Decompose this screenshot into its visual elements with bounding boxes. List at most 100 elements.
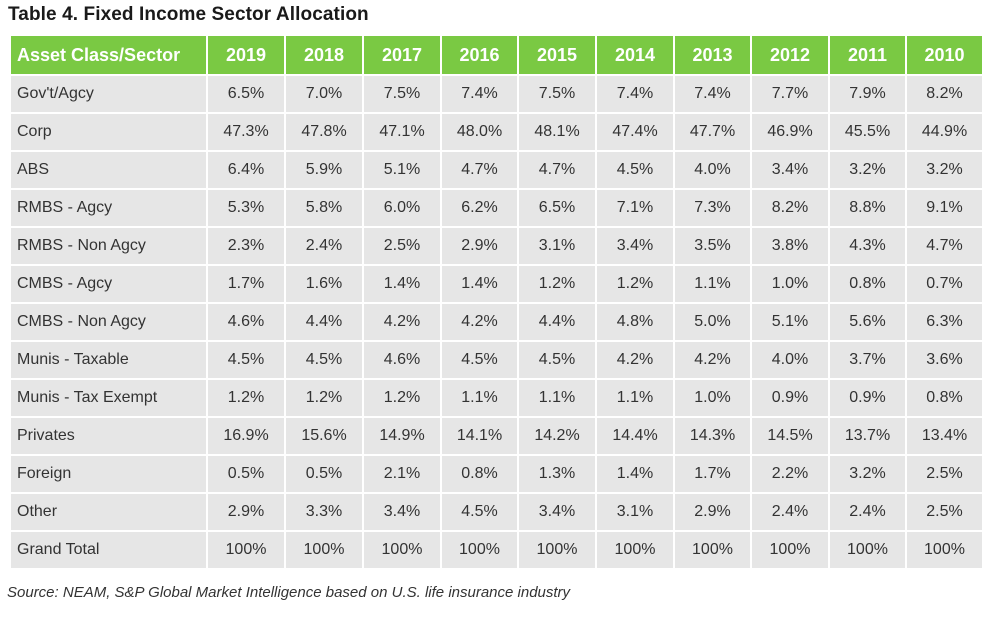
- table-title: Table 4. Fixed Income Sector Allocation: [8, 4, 369, 25]
- value-cell: 9.1%: [905, 188, 984, 228]
- value-cell: 100%: [440, 530, 519, 570]
- value-cell: 45.5%: [828, 112, 907, 152]
- row-label: Munis - Taxable: [9, 340, 208, 380]
- value-cell: 100%: [517, 530, 597, 570]
- row-label: ABS: [9, 150, 208, 190]
- table-row: Gov't/Agcy 6.5% 7.0% 7.5% 7.4% 7.5% 7.4% 7.4% 7.…: [9, 74, 984, 114]
- value-cell: 0.5%: [284, 454, 364, 494]
- value-cell: 4.8%: [595, 302, 675, 342]
- value-cell: 4.6%: [362, 340, 442, 380]
- value-cell: 1.4%: [595, 454, 675, 494]
- allocation-table: Asset Class/Sector 2019 2018 2017 2016 2015 20…: [9, 34, 984, 570]
- value-cell: 3.2%: [828, 150, 907, 190]
- column-header-year: 2018: [284, 34, 364, 76]
- row-label: Grand Total: [9, 530, 208, 570]
- value-cell: 1.2%: [595, 264, 675, 304]
- value-cell: 100%: [905, 530, 984, 570]
- value-cell: 4.5%: [440, 340, 519, 380]
- value-cell: 0.8%: [440, 454, 519, 494]
- value-cell: 4.3%: [828, 226, 907, 266]
- table-row: Privates 16.9% 15.6% 14.9% 14.1% 14.2% 14.4% 14…: [9, 416, 984, 456]
- value-cell: 1.7%: [673, 454, 752, 494]
- value-cell: 100%: [206, 530, 286, 570]
- table-row: ABS 6.4% 5.9% 5.1% 4.7% 4.7% 4.5% 4.0% 3.4% 3.2% 3…: [9, 150, 984, 190]
- value-cell: 100%: [595, 530, 675, 570]
- value-cell: 4.6%: [206, 302, 286, 342]
- value-cell: 3.4%: [750, 150, 830, 190]
- value-cell: 47.1%: [362, 112, 442, 152]
- value-cell: 14.1%: [440, 416, 519, 456]
- value-cell: 2.3%: [206, 226, 286, 266]
- value-cell: 6.5%: [517, 188, 597, 228]
- table-row: Foreign 0.5% 0.5% 2.1% 0.8% 1.3% 1.4% 1.7% 2.2% 3…: [9, 454, 984, 494]
- value-cell: 5.1%: [362, 150, 442, 190]
- header-row: Asset Class/Sector 2019 2018 2017 2016 2015 20…: [9, 34, 984, 76]
- value-cell: 2.5%: [905, 492, 984, 532]
- value-cell: 3.4%: [517, 492, 597, 532]
- value-cell: 2.4%: [828, 492, 907, 532]
- value-cell: 7.1%: [595, 188, 675, 228]
- row-label: CMBS - Agcy: [9, 264, 208, 304]
- value-cell: 2.4%: [750, 492, 830, 532]
- value-cell: 8.2%: [905, 74, 984, 114]
- table-row: Munis - Taxable 4.5% 4.5% 4.6% 4.5% 4.5% 4.2% 4…: [9, 340, 984, 380]
- value-cell: 6.5%: [206, 74, 286, 114]
- value-cell: 0.5%: [206, 454, 286, 494]
- value-cell: 7.9%: [828, 74, 907, 114]
- value-cell: 14.5%: [750, 416, 830, 456]
- table-row: Other 2.9% 3.3% 3.4% 4.5% 3.4% 3.1% 2.9% 2.4% 2.4…: [9, 492, 984, 532]
- value-cell: 6.4%: [206, 150, 286, 190]
- value-cell: 7.4%: [673, 74, 752, 114]
- value-cell: 3.5%: [673, 226, 752, 266]
- value-cell: 3.2%: [905, 150, 984, 190]
- value-cell: 1.2%: [284, 378, 364, 418]
- value-cell: 5.8%: [284, 188, 364, 228]
- column-header-year: 2019: [206, 34, 286, 76]
- column-header-year: 2017: [362, 34, 442, 76]
- column-header-year: 2012: [750, 34, 830, 76]
- value-cell: 4.5%: [284, 340, 364, 380]
- value-cell: 1.1%: [440, 378, 519, 418]
- value-cell: 1.1%: [595, 378, 675, 418]
- column-header-year: 2014: [595, 34, 675, 76]
- value-cell: 8.2%: [750, 188, 830, 228]
- value-cell: 3.1%: [595, 492, 675, 532]
- value-cell: 100%: [284, 530, 364, 570]
- value-cell: 7.7%: [750, 74, 830, 114]
- table-row: Corp 47.3% 47.8% 47.1% 48.0% 48.1% 47.4% 47.7% 4…: [9, 112, 984, 152]
- value-cell: 14.4%: [595, 416, 675, 456]
- table-row: CMBS - Non Agcy 4.6% 4.4% 4.2% 4.2% 4.4% 4.8% 5…: [9, 302, 984, 342]
- value-cell: 4.2%: [362, 302, 442, 342]
- grand-total-row: Grand Total 100% 100% 100% 100% 100% 100% 100% 1…: [9, 530, 984, 570]
- value-cell: 0.9%: [828, 378, 907, 418]
- value-cell: 47.8%: [284, 112, 364, 152]
- value-cell: 47.4%: [595, 112, 675, 152]
- value-cell: 3.4%: [362, 492, 442, 532]
- row-label: Privates: [9, 416, 208, 456]
- value-cell: 4.5%: [517, 340, 597, 380]
- value-cell: 1.2%: [206, 378, 286, 418]
- row-label: Munis - Tax Exempt: [9, 378, 208, 418]
- column-header-year: 2013: [673, 34, 752, 76]
- value-cell: 44.9%: [905, 112, 984, 152]
- value-cell: 7.5%: [517, 74, 597, 114]
- value-cell: 47.3%: [206, 112, 286, 152]
- value-cell: 1.2%: [362, 378, 442, 418]
- value-cell: 4.5%: [440, 492, 519, 532]
- value-cell: 7.4%: [595, 74, 675, 114]
- value-cell: 4.0%: [750, 340, 830, 380]
- value-cell: 100%: [673, 530, 752, 570]
- value-cell: 3.3%: [284, 492, 364, 532]
- value-cell: 3.6%: [905, 340, 984, 380]
- value-cell: 2.4%: [284, 226, 364, 266]
- value-cell: 1.1%: [673, 264, 752, 304]
- value-cell: 4.4%: [284, 302, 364, 342]
- value-cell: 5.0%: [673, 302, 752, 342]
- value-cell: 4.2%: [673, 340, 752, 380]
- value-cell: 7.0%: [284, 74, 364, 114]
- value-cell: 14.3%: [673, 416, 752, 456]
- value-cell: 46.9%: [750, 112, 830, 152]
- value-cell: 0.9%: [750, 378, 830, 418]
- row-label: RMBS - Non Agcy: [9, 226, 208, 266]
- value-cell: 6.0%: [362, 188, 442, 228]
